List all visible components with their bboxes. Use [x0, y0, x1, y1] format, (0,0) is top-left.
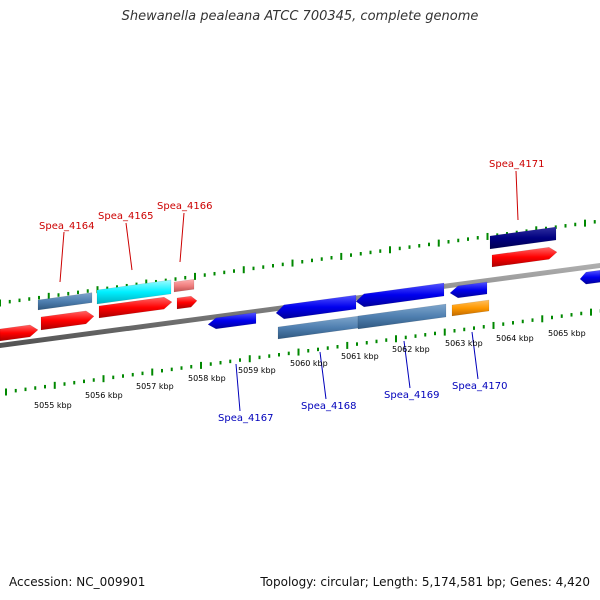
- gene-spea-4166: [173, 278, 195, 293]
- gene-label: Spea_4168: [301, 401, 356, 412]
- scale-label: 5060 kbp: [290, 359, 328, 368]
- leader-line: [59, 231, 65, 283]
- gene-red-3: [98, 296, 173, 319]
- gene-label: Spea_4171: [489, 159, 544, 170]
- gene-blue-2: [275, 294, 357, 320]
- scale-labels: 5055 kbp 5056 kbp 5057 kbp 5058 kbp 5059 kbp…: [34, 329, 586, 410]
- leader-line: [403, 340, 411, 389]
- gene-red-4: [176, 295, 198, 310]
- gene-blue-3: [355, 282, 445, 308]
- lower-tick-track: [5, 308, 600, 396]
- gene-spea-4168: [277, 315, 359, 340]
- gene-blue-4: [449, 281, 488, 299]
- gene-label: Spea_4165: [98, 211, 153, 222]
- leader-line: [235, 363, 241, 412]
- gene-red-5: [491, 246, 558, 268]
- accession-text: Accession: NC_009901: [9, 575, 146, 589]
- genome-summary-text: Topology: circular; Length: 5,174,581 bp…: [260, 575, 590, 589]
- scale-label: 5064 kbp: [496, 334, 534, 343]
- gene-blue-5: [579, 270, 600, 285]
- scale-label: 5065 kbp: [548, 329, 586, 338]
- leader-line: [471, 331, 479, 380]
- leader-line: [125, 222, 133, 271]
- page-title: Shewanella pealeana ATCC 700345, complet…: [121, 9, 479, 24]
- gene-label: Spea_4169: [384, 390, 439, 401]
- gene-features: [0, 226, 600, 342]
- gene-label: Spea_4167: [218, 413, 273, 424]
- scale-label: 5055 kbp: [34, 401, 72, 410]
- scale-label: 5059 kbp: [238, 366, 276, 375]
- scale-label: 5058 kbp: [188, 374, 226, 383]
- gene-label: Spea_4170: [452, 381, 507, 392]
- scale-label: 5062 kbp: [392, 345, 430, 354]
- gene-red-1: [0, 324, 39, 342]
- leader-line: [319, 351, 327, 400]
- scale-label: 5057 kbp: [136, 382, 174, 391]
- gene-spea-4171: [489, 226, 557, 250]
- gene-spea-4169: [357, 303, 447, 330]
- scale-label: 5056 kbp: [85, 391, 123, 400]
- gene-label: Spea_4164: [39, 221, 94, 232]
- leader-line: [515, 170, 519, 221]
- gene-spea-4164: [37, 292, 93, 311]
- scale-label: 5063 kbp: [445, 339, 483, 348]
- gene-label: Spea_4166: [157, 201, 212, 212]
- leader-line: [179, 212, 185, 263]
- gene-spea-4170: [451, 299, 490, 317]
- gene-red-2: [40, 310, 95, 331]
- gene-labels: Spea_4164 Spea_4165 Spea_4166 Spea_4171 Spea…: [39, 159, 544, 424]
- label-leader-lines: [59, 170, 519, 412]
- gene-spea-4165: [96, 279, 172, 305]
- gene-blue-1: [207, 312, 257, 330]
- scale-label: 5061 kbp: [341, 352, 379, 361]
